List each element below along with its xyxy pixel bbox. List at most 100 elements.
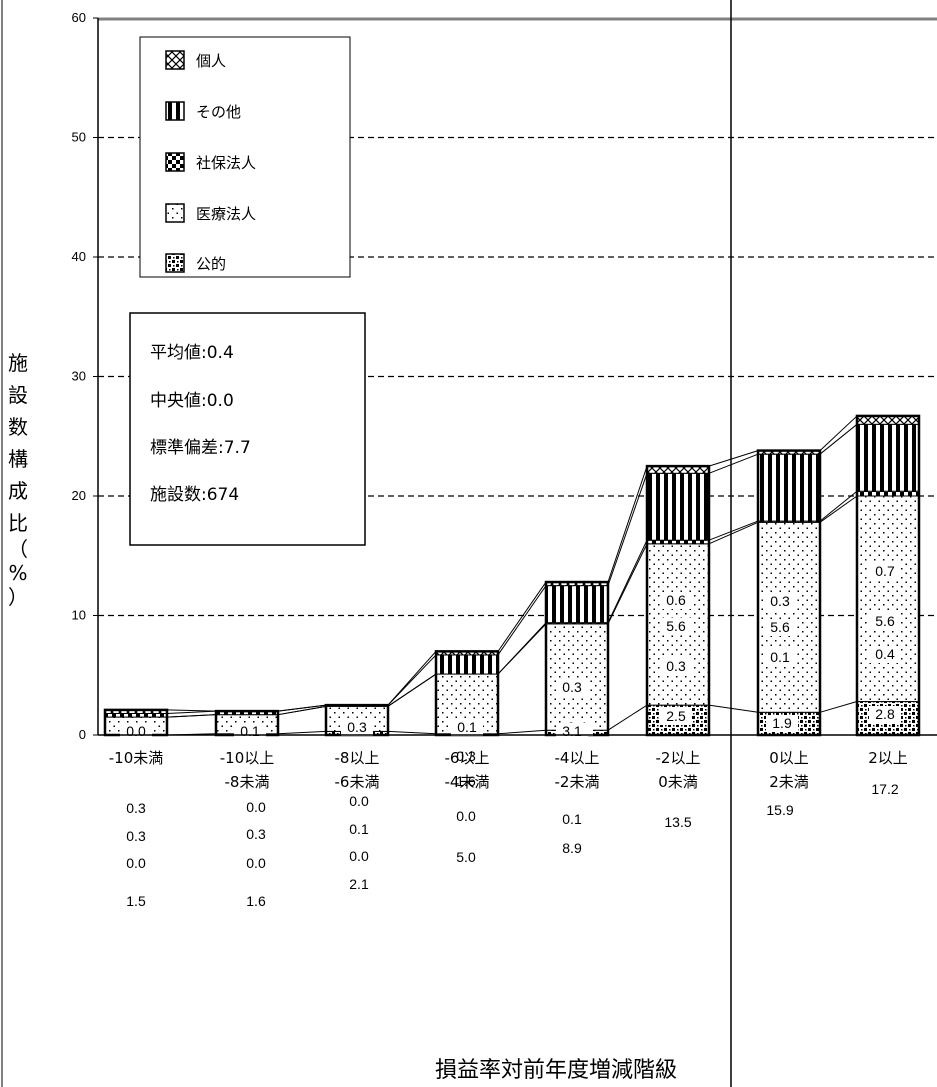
value-label: 2.5 — [666, 708, 686, 724]
y-tick-label: 50 — [72, 130, 86, 145]
value-label: 0.7 — [875, 563, 895, 579]
x-category-label: -2以上 — [656, 749, 701, 767]
stats-box: 平均値:0.4 中央値:0.0 標準偏差:7.7 施設数:674 — [129, 312, 366, 546]
value-label-bg — [660, 592, 692, 609]
value-label: 5.6 — [875, 613, 895, 629]
y-axis-title-char: 数 — [8, 415, 28, 439]
connector-line — [497, 581, 547, 652]
legend-swatch — [165, 101, 185, 121]
value-label: 0.3 — [126, 800, 146, 816]
y-axis-title-char: （ — [8, 537, 28, 561]
x-category-label: 0以上 — [769, 749, 809, 767]
value-label-bg — [865, 781, 905, 798]
connector-line — [708, 520, 759, 541]
value-label-bg — [766, 715, 798, 732]
bar-segment — [646, 539, 710, 545]
connector-line — [497, 585, 547, 656]
connector-line — [819, 701, 858, 713]
y-axis-title-char: % — [8, 561, 27, 585]
value-label: 0.0 — [126, 855, 146, 871]
y-tick-label: 40 — [72, 249, 86, 264]
connector-line — [166, 714, 217, 718]
value-label: 0.1 — [770, 649, 790, 665]
value-label-bg — [240, 855, 272, 872]
connector-line — [607, 543, 648, 625]
connector-line — [819, 495, 858, 523]
connector-line — [607, 465, 648, 583]
value-label: 0.3 — [666, 658, 686, 674]
x-category-label: -2未満 — [555, 773, 600, 791]
bar-segment — [757, 521, 821, 713]
legend-label: 個人 — [196, 52, 226, 70]
value-label-bg — [120, 828, 152, 845]
bar-segment — [545, 585, 609, 624]
value-label-bg — [120, 855, 152, 872]
x-category-label: 0未満 — [658, 773, 698, 791]
value-label: 0.3 — [126, 828, 146, 844]
value-label-bg — [343, 848, 375, 865]
x-category-label: -4以上 — [555, 749, 600, 767]
x-axis-title: 損益率対前年度増減階級 — [435, 1058, 677, 1083]
value-label-bg — [556, 840, 588, 857]
value-label: 13.5 — [664, 814, 691, 830]
x-category-label: -6以上 — [445, 749, 490, 767]
x-category-label: 2未満 — [769, 773, 809, 791]
value-label: 0.1 — [562, 811, 582, 827]
x-category-label: -8未満 — [225, 773, 270, 791]
legend-swatch — [165, 152, 185, 172]
connector-line — [819, 490, 858, 522]
value-label: 0.3 — [347, 719, 367, 735]
value-label-bg — [556, 679, 588, 696]
value-label: 2.1 — [349, 876, 369, 892]
value-label: 1.6 — [246, 893, 266, 909]
value-labels: 0.0 1.5 0.0 0.3 0.3 0.1 1.6 0.0 0.3 0.0 0.3 2.1 0.0 0… — [120, 563, 905, 910]
connector-line — [819, 423, 858, 455]
value-label: 0.4 — [875, 646, 895, 662]
connector-line — [387, 651, 437, 706]
legend-swatch — [165, 253, 185, 273]
y-axis-title: 施設数構成比（%） — [8, 351, 28, 609]
x-category-label: -10未満 — [109, 749, 164, 767]
bar-segment — [104, 712, 168, 718]
bar-segment — [856, 490, 920, 497]
x-category-label: -6未満 — [335, 773, 380, 791]
x-category-label: -10以上 — [220, 749, 275, 767]
value-label-bg — [343, 821, 375, 838]
value-label-bg — [240, 799, 272, 816]
y-axis-title-char: ） — [8, 585, 28, 609]
stat-text: 平均値:0.4 — [150, 343, 234, 363]
value-label: 1.5 — [126, 893, 146, 909]
y-tick-label: 30 — [72, 369, 86, 384]
value-label-bg — [764, 619, 796, 636]
value-label-bg — [869, 613, 901, 630]
connector-line — [387, 730, 437, 735]
value-label-bg — [450, 748, 482, 765]
value-label-bg — [764, 593, 796, 610]
value-label-bg — [869, 646, 901, 663]
y-axis: 0 10 20 30 40 50 60 — [72, 10, 99, 742]
value-label: 0.3 — [456, 748, 476, 764]
value-label: 0.0 — [126, 723, 146, 739]
bar-segment — [856, 415, 920, 425]
value-label-bg — [760, 802, 800, 819]
bar-segment — [856, 423, 920, 492]
y-tick-label: 0 — [79, 727, 86, 742]
y-axis-title-char: 施 — [8, 351, 28, 375]
y-axis-title-char: 成 — [8, 479, 28, 503]
value-label-bg — [658, 814, 698, 831]
value-label-bg — [120, 800, 152, 817]
value-label: 0.0 — [456, 808, 476, 824]
connector-line — [277, 704, 327, 712]
bar-segment — [646, 472, 710, 541]
legend-label: 社保法人 — [196, 154, 256, 172]
y-tick-label: 10 — [72, 608, 86, 623]
connector-line — [708, 704, 759, 713]
value-label-bg — [450, 808, 482, 825]
value-label: 2.8 — [875, 706, 895, 722]
value-label: 0.0 — [246, 799, 266, 815]
value-label-bg — [451, 719, 483, 736]
connector-line — [607, 704, 648, 731]
stat-text: 施設数:674 — [150, 485, 239, 505]
value-label-bg — [869, 563, 901, 580]
value-label: 15.9 — [766, 802, 793, 818]
